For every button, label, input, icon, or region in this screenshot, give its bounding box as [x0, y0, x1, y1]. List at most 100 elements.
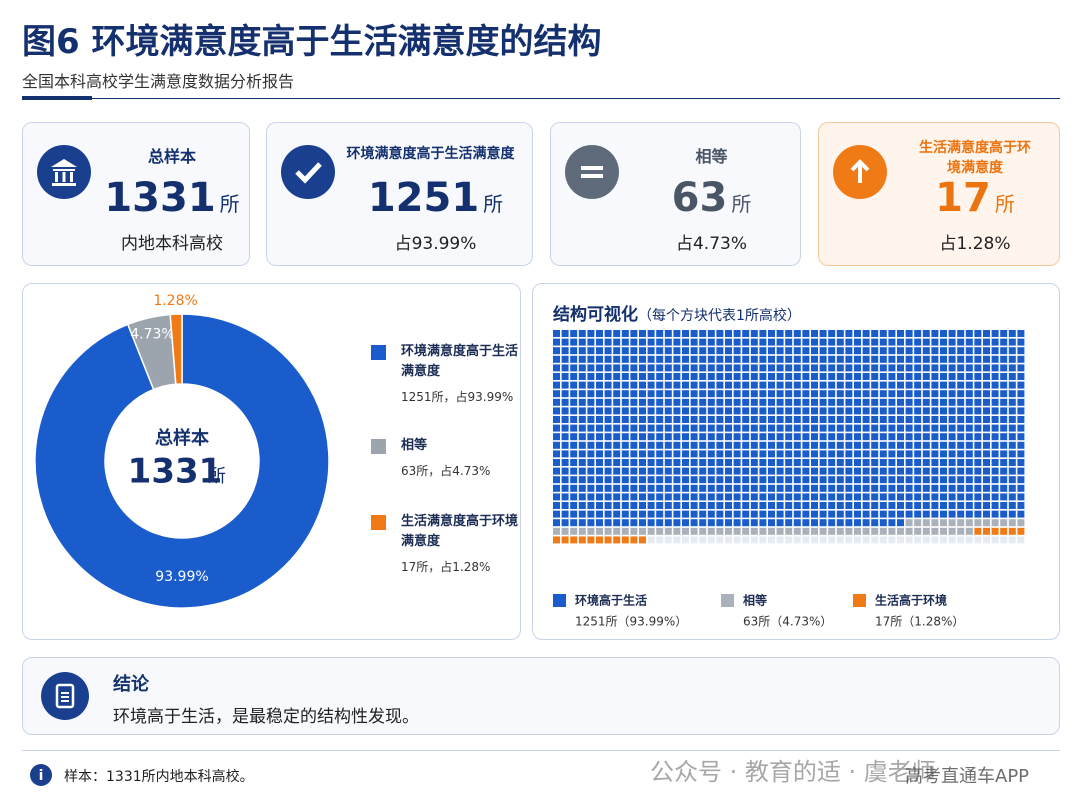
waffle-cell: [664, 527, 672, 535]
waffle-cell: [553, 441, 560, 449]
waffle-cell: [707, 433, 715, 441]
waffle-cell: [768, 347, 775, 355]
waffle-cell: [656, 441, 664, 449]
waffle-cell: [716, 347, 724, 355]
waffle-cell: [742, 510, 750, 518]
waffle-cell: [888, 502, 896, 509]
waffle-cell: [725, 416, 732, 423]
waffle-cell: [656, 373, 664, 380]
waffle-cell: [854, 467, 861, 475]
waffle-cell: [742, 450, 750, 458]
waffle-cell: [733, 407, 741, 415]
waffle-cell: [673, 519, 681, 527]
waffle-cell: [991, 527, 999, 535]
waffle-cell: [1000, 433, 1008, 441]
waffle-cell: [639, 467, 646, 475]
watermark: 公众号 · 教育的适 · 虞老师: [650, 758, 936, 786]
waffle-cell: [553, 407, 560, 415]
waffle-cell: [828, 493, 836, 501]
waffle-cell: [639, 510, 646, 518]
waffle-cell: [664, 450, 672, 458]
waffle-cell: [974, 416, 982, 423]
waffle-cell: [922, 364, 930, 372]
waffle-cell: [630, 527, 638, 535]
waffle-cell: [742, 424, 750, 432]
waffle-cell: [983, 441, 990, 449]
card-value: 63 所: [631, 175, 792, 221]
waffle-cell: [596, 355, 603, 363]
waffle-cell: [733, 433, 741, 441]
waffle-cell: [811, 467, 818, 475]
waffle-cell: [699, 467, 707, 475]
waffle-cell: [570, 519, 578, 527]
waffle-cell: [1017, 338, 1025, 346]
waffle-cell: [776, 424, 784, 432]
waffle-cell: [690, 502, 698, 509]
waffle-cell: [768, 433, 775, 441]
waffle-cell: [802, 424, 810, 432]
waffle-cell: [974, 373, 982, 380]
waffle-cell: [871, 433, 879, 441]
waffle-cell: [630, 416, 638, 423]
waffle-cell: [811, 433, 818, 441]
waffle-cell: [604, 467, 612, 475]
waffle-cell: [699, 381, 707, 389]
value: 1251: [367, 175, 480, 221]
waffle-cell: [948, 484, 956, 492]
waffle-cell: [570, 476, 578, 484]
waffle-cell: [931, 407, 939, 415]
waffle-cell: [845, 407, 853, 415]
waffle-cell: [965, 355, 973, 363]
waffle-cell: [871, 450, 879, 458]
waffle-cell: [596, 398, 603, 406]
waffle-cell: [905, 416, 913, 423]
waffle-cell: [819, 459, 827, 466]
waffle-cell: [914, 424, 922, 432]
waffle-cell: [1000, 519, 1008, 527]
waffle-cell: [596, 424, 603, 432]
waffle-cell: [914, 519, 922, 527]
waffle-cell: [836, 416, 844, 423]
waffle-cell: [879, 424, 887, 432]
waffle-cell: [802, 441, 810, 449]
waffle-cell: [836, 330, 844, 337]
waffle-cell: [914, 441, 922, 449]
card: 相等 63 所 占4.73%: [550, 122, 801, 266]
waffle-cell: [759, 390, 767, 398]
waffle-cell: [750, 510, 758, 518]
waffle-cell: [1000, 355, 1008, 363]
waffle-cell: [561, 390, 569, 398]
waffle-cell: [845, 467, 853, 475]
waffle-cell: [811, 398, 818, 406]
waffle-cell: [983, 416, 990, 423]
empty-cell: [1008, 536, 1016, 544]
waffle-cell: [587, 347, 595, 355]
waffle-cell: [553, 450, 560, 458]
waffle-cell: [785, 502, 793, 509]
waffle-cell: [802, 347, 810, 355]
waffle-cell: [836, 441, 844, 449]
waffle-cell: [587, 527, 595, 535]
waffle-cell: [888, 355, 896, 363]
waffle-cell: [699, 407, 707, 415]
waffle-cell: [914, 493, 922, 501]
waffle-cell: [811, 347, 818, 355]
waffle-cell: [948, 433, 956, 441]
waffle-cell: [682, 476, 689, 484]
waffle-cell: [793, 390, 801, 398]
waffle-cell: [613, 519, 621, 527]
waffle-cell: [673, 467, 681, 475]
waffle-cell: [965, 527, 973, 535]
waffle-cell: [673, 441, 681, 449]
waffle-cell: [922, 450, 930, 458]
waffle-cell: [854, 459, 861, 466]
waffle-cell: [819, 381, 827, 389]
waffle-cell: [793, 347, 801, 355]
empty-cell: [1000, 536, 1008, 544]
waffle-cell: [828, 338, 836, 346]
waffle-cell: [553, 502, 560, 509]
center-unit: 所: [208, 466, 226, 487]
waffle-cell: [699, 527, 707, 535]
waffle-cell: [957, 390, 965, 398]
waffle-cell: [578, 373, 586, 380]
